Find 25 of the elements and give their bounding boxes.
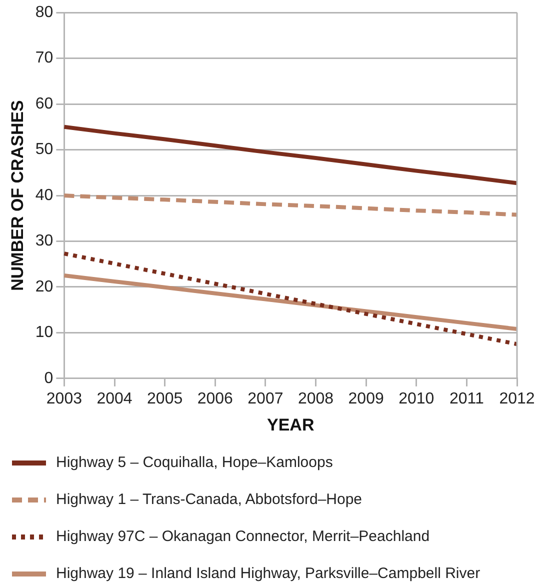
y-tick-label: 30 bbox=[35, 232, 54, 250]
legend-label: Highway 19 – Inland Island Highway, Parksville–Campbell River bbox=[56, 565, 480, 582]
y-tick-label: 60 bbox=[35, 95, 54, 112]
x-tick-label: 2011 bbox=[449, 390, 484, 408]
y-tick-label: 0 bbox=[44, 370, 54, 387]
legend-label: Highway 1 – Trans-Canada, Abbotsford–Hope bbox=[56, 491, 362, 508]
x-tick-label: 2008 bbox=[298, 390, 334, 408]
y-tick-label: 40 bbox=[35, 186, 54, 204]
y-tick-label: 10 bbox=[35, 324, 54, 342]
y-tick-label: 20 bbox=[35, 278, 54, 296]
y-tick-label: 70 bbox=[35, 50, 54, 67]
x-tick-label: 2004 bbox=[96, 390, 132, 408]
legend-label: Highway 97C – Okanagan Connector, Merrit–Peachland bbox=[56, 528, 430, 545]
x-tick-label: 2007 bbox=[248, 390, 284, 408]
x-tick-label: 2009 bbox=[348, 390, 384, 408]
y-axis-title: NUMBER OF CRASHES bbox=[8, 100, 27, 291]
x-tick-label: 2012 bbox=[499, 390, 535, 408]
y-tick-label: 80 bbox=[35, 4, 54, 22]
legend-label: Highway 5 – Coquihalla, Hope–Kamloops bbox=[56, 454, 333, 471]
x-axis-title: YEAR bbox=[266, 415, 314, 434]
x-tick-label: 2005 bbox=[147, 390, 183, 408]
y-tick-label: 50 bbox=[35, 141, 54, 158]
x-tick-label: 2006 bbox=[197, 390, 234, 408]
x-tick-label: 2010 bbox=[398, 390, 434, 408]
x-tick-label: 2003 bbox=[46, 390, 82, 408]
